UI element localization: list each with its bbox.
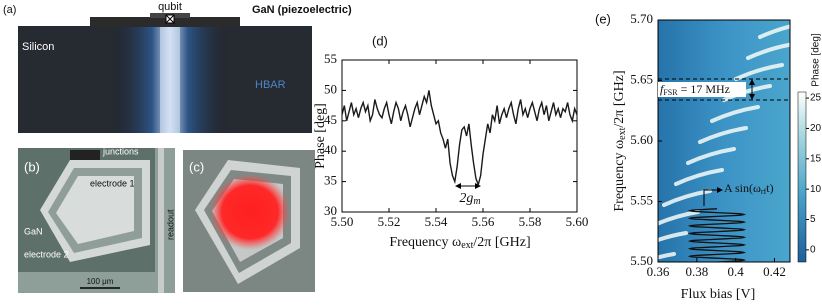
junctions-label: junctions [102,146,139,156]
junction-area [70,150,100,160]
resonance-arc [662,189,712,207]
x-label-part: Frequency ω [389,235,461,250]
panel-b: (b) junctions electrode 1 GaN electrode … [18,146,175,293]
colorbar-tick-label: 25 [810,93,822,104]
fsr-label: fFSR = 17 MHz [660,82,730,97]
x-tick-label: 0.4 [728,264,745,279]
resonance-arc [658,210,700,226]
y-tick-label: 55 [324,51,337,66]
qubit-cross [165,14,175,24]
resonance-arc [658,231,688,243]
hbar-label: HBAR [255,79,286,91]
electrode2-label: electrode 2 [24,249,69,259]
x-tick-label: 5.52 [378,214,401,229]
panel-label: (d) [372,33,388,48]
mode-profile [210,174,290,250]
coupling-part: 2g [459,191,473,206]
drive-part: A sin(ω [724,181,761,195]
colorbar-tick-label: 0 [810,244,816,255]
colorbar [797,91,807,263]
y-label-part: /2π [GHz] [612,70,627,127]
colorbar-label: Phase [deg] [811,33,822,87]
x-label-part: /2π [GHz] [473,235,530,250]
y-tick-label: 5.55 [630,192,653,207]
fsr-part: f [660,82,665,96]
colorbar-tick-label: 5 [810,214,816,225]
electrode-1 [56,176,134,244]
y-tick-label: 5.50 [630,253,653,268]
resonance-arc [710,105,760,123]
gan-label: GaN [24,226,43,236]
y-tick-label: 35 [324,173,337,188]
panel-label: (c) [189,159,204,174]
y-tick-label: 40 [324,142,337,157]
resonance-arc [674,168,724,186]
y-label-part: Frequency ω [612,140,627,212]
heatmap-image [658,20,790,262]
readout-label: readout [165,209,175,240]
plot-frame [341,59,578,213]
drive-part: t) [766,181,773,195]
resonance-arc [722,84,772,102]
panel-label: (e) [595,11,611,26]
y-axis-label: Frequency ωext/2π [GHz] [612,70,628,211]
x-tick-label: 5.60 [566,214,589,229]
resonance-arc [758,24,790,39]
y-tick-label: 45 [324,112,337,127]
y-tick-label: 30 [324,203,337,218]
x-tick-label: 5.58 [519,214,542,229]
panel-d: (d) Phase [deg] Frequency ωext/2π [GHz] … [313,33,588,251]
readout-line [158,148,164,293]
resonance-arc [698,126,748,144]
x-tick-label: 5.54 [425,214,448,229]
fsr-part: = 17 MHz [678,82,730,96]
resonance-arc [658,252,676,260]
qubit-label: qubit [158,1,182,13]
resonance-arc [686,147,736,165]
silicon-label: Silicon [22,41,54,53]
x-label-sub: ext [461,240,473,251]
x-tick-label: 0.38 [685,264,708,279]
x-tick-label: 5.56 [472,214,495,229]
colorbar-tick-label: 10 [810,184,822,195]
x-axis-label: Flux bias [V] [681,287,756,302]
x-tick-label: 5.50 [331,214,354,229]
x-axis-label: Frequency ωext/2π [GHz] [389,235,530,251]
panel-a: (a) qubit GaN (piezoelectric) Silicon HB… [3,1,352,133]
scale-label: 100 μm [87,277,114,286]
data-line [341,90,578,187]
fsr-sub: FSR [663,88,678,97]
drive-label: A sin(ωrft) [724,181,774,196]
x-tick-label: 0.42 [763,264,786,279]
coupling-label: 2gm [459,191,480,207]
y-axis-label: Phase [deg] [313,103,328,169]
fsr-box [658,82,746,97]
y-tick-label: 50 [324,81,337,96]
y-tick-label: 5.65 [630,71,653,86]
gan-layer [90,17,240,27]
resonance-arc [734,63,784,81]
hbar-mode [110,27,230,133]
y-tick-label: 5.70 [630,11,653,26]
panel-c: (c) [183,150,315,292]
panel-label: (a) [3,4,16,16]
drive-waveform [687,208,747,263]
drive-sub: rf [761,187,767,196]
drive-arrow [703,187,723,206]
panel-e: (e) fFSR = 17 MHz A sin(ωrft) Frequency … [595,11,822,302]
colorbar-tick-label: 20 [810,123,822,134]
gan-label: GaN (piezoelectric) [252,4,352,16]
y-label-sub: ext [617,127,628,139]
x-tick-label: 0.36 [647,264,670,279]
panel-label: (b) [24,159,40,174]
electrode1-label: electrode 1 [90,178,135,188]
colorbar-tick-label: 15 [810,153,822,164]
resonance-arc [746,42,790,60]
coupling-sub: m [473,196,480,207]
y-tick-label: 5.60 [630,132,653,147]
